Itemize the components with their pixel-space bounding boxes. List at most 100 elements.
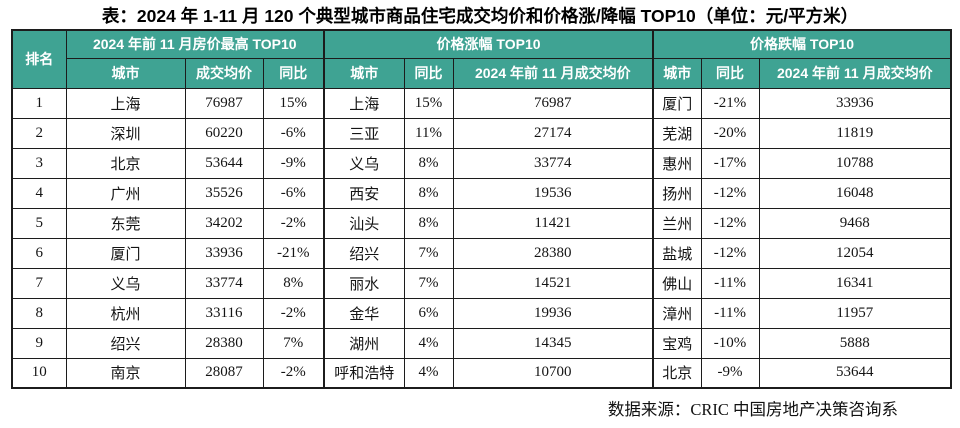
table-row: 7 义乌 33774 8% 丽水 7% 14521 佛山 -11% 16341 bbox=[11, 267, 952, 299]
yoy-cell: 4% bbox=[403, 357, 454, 389]
stats-table: 排名 2024 年前 11 月房价最高 TOP10 价格涨幅 TOP10 价格跌… bbox=[11, 29, 953, 389]
price-cell: 28087 bbox=[184, 357, 264, 389]
yoy-cell: 11% bbox=[403, 117, 454, 149]
city-cell: 广州 bbox=[65, 177, 186, 209]
city-cell: 三亚 bbox=[323, 117, 405, 149]
rank-cell: 9 bbox=[11, 327, 67, 359]
rank-cell: 4 bbox=[11, 177, 67, 209]
city-cell: 佛山 bbox=[652, 267, 702, 299]
city-cell: 厦门 bbox=[652, 87, 702, 119]
yoy-cell: -11% bbox=[700, 297, 760, 329]
yoy-cell: -6% bbox=[262, 117, 325, 149]
yoy-cell: 8% bbox=[403, 207, 454, 239]
price-cell: 53644 bbox=[758, 357, 952, 389]
rank-cell: 3 bbox=[11, 147, 67, 179]
price-cell: 10788 bbox=[758, 147, 952, 179]
sub-header-row: 城市 成交均价 同比 城市 同比 2024 年前 11 月成交均价 城市 同比 … bbox=[12, 57, 952, 89]
price-cell: 76987 bbox=[452, 87, 654, 119]
city-cell: 上海 bbox=[65, 87, 186, 119]
yoy-cell: -11% bbox=[700, 267, 760, 299]
city-cell: 丽水 bbox=[323, 267, 405, 299]
price-cell: 33774 bbox=[184, 267, 264, 299]
yoy-cell: 6% bbox=[403, 297, 454, 329]
price-cell: 28380 bbox=[184, 327, 264, 359]
yoy-cell: 4% bbox=[403, 327, 454, 359]
city-cell: 东莞 bbox=[65, 207, 186, 239]
city-cell: 南京 bbox=[65, 357, 186, 389]
table-row: 1 上海 76987 15% 上海 15% 76987 厦门 -21% 3393… bbox=[11, 87, 952, 119]
city-cell: 绍兴 bbox=[323, 237, 405, 269]
price-cell: 11957 bbox=[758, 297, 952, 329]
price-cell: 12054 bbox=[758, 237, 952, 269]
city-cell: 北京 bbox=[65, 147, 186, 179]
yoy-cell: 15% bbox=[403, 87, 454, 119]
price-cell: 19936 bbox=[452, 297, 654, 329]
city-cell: 上海 bbox=[323, 87, 405, 119]
yoy-cell: -17% bbox=[700, 147, 760, 179]
city-cell: 义乌 bbox=[65, 267, 186, 299]
yoy-cell: 7% bbox=[262, 327, 325, 359]
rank-cell: 10 bbox=[11, 357, 67, 389]
yoy-cell: 7% bbox=[403, 237, 454, 269]
yoy-cell: -2% bbox=[262, 357, 325, 389]
price-cell: 14521 bbox=[452, 267, 654, 299]
yoy-cell: -2% bbox=[262, 207, 325, 239]
group-header-row: 排名 2024 年前 11 月房价最高 TOP10 价格涨幅 TOP10 价格跌… bbox=[11, 29, 952, 89]
price-cell: 33936 bbox=[758, 87, 952, 119]
group-header-price-gainers: 价格涨幅 TOP10 bbox=[323, 29, 654, 59]
table-body: 1 上海 76987 15% 上海 15% 76987 厦门 -21% 3393… bbox=[11, 87, 952, 389]
price-cell: 5888 bbox=[758, 327, 952, 359]
column-header-avg-price: 成交均价 bbox=[184, 57, 264, 89]
city-cell: 呼和浩特 bbox=[323, 357, 405, 389]
city-cell: 芜湖 bbox=[652, 117, 702, 149]
data-source: 数据来源：CRIC 中国房地产决策咨询系 bbox=[607, 400, 898, 419]
price-cell: 28380 bbox=[452, 237, 654, 269]
yoy-cell: -2% bbox=[262, 297, 325, 329]
column-header-yoy: 同比 bbox=[403, 57, 454, 89]
rank-cell: 5 bbox=[11, 207, 67, 239]
city-cell: 西安 bbox=[323, 177, 405, 209]
city-cell: 北京 bbox=[652, 357, 702, 389]
yoy-cell: 15% bbox=[262, 87, 325, 119]
yoy-cell: -21% bbox=[700, 87, 760, 119]
yoy-cell: -12% bbox=[700, 207, 760, 239]
city-cell: 金华 bbox=[323, 297, 405, 329]
column-header-city: 城市 bbox=[65, 57, 186, 89]
column-header-yoy: 同比 bbox=[262, 57, 325, 89]
table-row: 2 深圳 60220 -6% 三亚 11% 27174 芜湖 -20% 1181… bbox=[11, 117, 952, 149]
yoy-cell: 8% bbox=[403, 177, 454, 209]
city-cell: 漳州 bbox=[652, 297, 702, 329]
rank-cell: 1 bbox=[11, 87, 67, 119]
price-cell: 16341 bbox=[758, 267, 952, 299]
city-cell: 湖州 bbox=[323, 327, 405, 359]
yoy-cell: -12% bbox=[700, 177, 760, 209]
column-header-avg-price: 2024 年前 11 月成交均价 bbox=[452, 57, 654, 89]
yoy-cell: -9% bbox=[700, 357, 760, 389]
table-row: 4 广州 35526 -6% 西安 8% 19536 扬州 -12% 16048 bbox=[11, 177, 952, 209]
city-cell: 惠州 bbox=[652, 147, 702, 179]
yoy-cell: 8% bbox=[403, 147, 454, 179]
yoy-cell: -12% bbox=[700, 237, 760, 269]
page-title: 表：2024 年 1-11 月 120 个典型城市商品住宅成交均价和价格涨/降幅… bbox=[101, 6, 859, 26]
price-cell: 11819 bbox=[758, 117, 952, 149]
table-row: 6 厦门 33936 -21% 绍兴 7% 28380 盐城 -12% 1205… bbox=[11, 237, 952, 269]
table-row: 3 北京 53644 -9% 义乌 8% 33774 惠州 -17% 10788 bbox=[11, 147, 952, 179]
column-header-yoy: 同比 bbox=[700, 57, 760, 89]
city-cell: 义乌 bbox=[323, 147, 405, 179]
yoy-cell: 7% bbox=[403, 267, 454, 299]
price-cell: 19536 bbox=[452, 177, 654, 209]
city-cell: 汕头 bbox=[323, 207, 405, 239]
city-cell: 杭州 bbox=[65, 297, 186, 329]
price-cell: 9468 bbox=[758, 207, 952, 239]
city-cell: 深圳 bbox=[65, 117, 186, 149]
rank-cell: 6 bbox=[11, 237, 67, 269]
rank-cell: 2 bbox=[11, 117, 67, 149]
price-cell: 33774 bbox=[452, 147, 654, 179]
price-cell: 34202 bbox=[184, 207, 264, 239]
city-cell: 宝鸡 bbox=[652, 327, 702, 359]
yoy-cell: -6% bbox=[262, 177, 325, 209]
table-row: 5 东莞 34202 -2% 汕头 8% 11421 兰州 -12% 9468 bbox=[11, 207, 952, 239]
price-cell: 11421 bbox=[452, 207, 654, 239]
price-cell: 14345 bbox=[452, 327, 654, 359]
